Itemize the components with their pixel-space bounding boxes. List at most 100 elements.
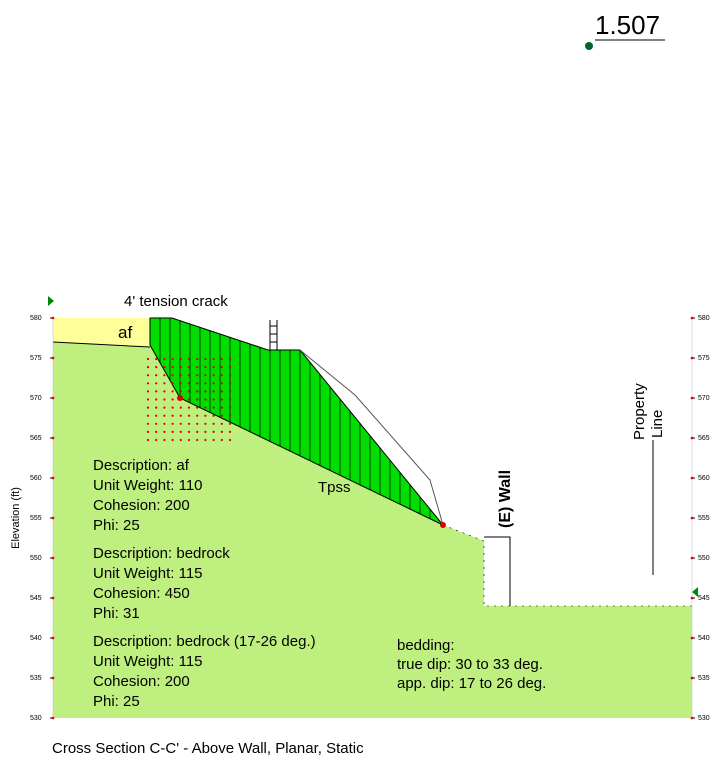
boundary-dot [51, 556, 55, 560]
info-text: Cohesion: 200 [93, 673, 190, 690]
boundary-dot [690, 596, 694, 600]
fill-layer [53, 318, 150, 347]
grid-dot [155, 406, 158, 409]
tick-label: 545 [698, 595, 710, 602]
boundary-dot [690, 636, 694, 640]
grid-dot [220, 382, 223, 385]
point [177, 395, 183, 401]
grid-dot [163, 438, 166, 442]
grid-dot [196, 422, 199, 425]
grid-dot [155, 430, 158, 433]
info-text: app. dip: 17 to 26 deg. [397, 675, 546, 692]
grid-dot [228, 366, 232, 369]
boundary-dot [51, 676, 55, 680]
grid-dot [171, 414, 174, 417]
tick-label: 580 [698, 315, 710, 322]
grid-dot [146, 430, 150, 433]
layer-boundary [52, 341, 151, 348]
tick-label: 545 [30, 595, 42, 602]
label: (E) Wall [497, 470, 514, 528]
info-text: Unit Weight: 115 [93, 653, 203, 670]
caption: Cross Section C-C' - Above Wall, Planar,… [52, 740, 364, 757]
grid-dot [196, 357, 199, 361]
grid-dot [196, 438, 199, 442]
grid-dot [228, 374, 232, 377]
grid-dot [220, 366, 223, 369]
boundary-dot [690, 556, 694, 560]
info-text: Description: af [93, 457, 190, 474]
boundary-dot [51, 316, 55, 320]
tick-label: 575 [30, 355, 42, 362]
wall [484, 536, 511, 606]
axis-label: Elevation (ft) [10, 487, 22, 549]
boundary-dot [51, 636, 55, 640]
boundary-dot [51, 516, 55, 520]
grid-dot [212, 406, 215, 409]
label: 4' tension crack [124, 293, 228, 310]
grid-dot [146, 422, 150, 425]
label: Line [649, 410, 666, 438]
grid-dot [204, 357, 207, 361]
grid-dot [220, 422, 223, 425]
trial-surface [299, 349, 444, 526]
grid-dot [146, 366, 150, 369]
grid-dot [228, 438, 232, 442]
boundary-dot [51, 436, 55, 440]
grid-dot [179, 382, 182, 385]
boundary-dot [690, 476, 694, 480]
boundary-dot [690, 676, 694, 680]
grid-dot [187, 414, 191, 417]
grid-dot [196, 430, 199, 433]
grid-dot [155, 414, 158, 417]
grid-dot [187, 398, 191, 401]
boundary-dot [690, 396, 694, 400]
grid-dot [220, 390, 223, 393]
marker [48, 296, 54, 306]
boundary-dot [51, 716, 55, 720]
grid-dot [163, 422, 166, 425]
grid-dot [204, 366, 207, 369]
tick-label: 555 [30, 515, 42, 522]
grid-dot [163, 390, 166, 393]
grid-dot [187, 357, 191, 361]
grid-dots [146, 357, 232, 442]
tick-label: 550 [698, 555, 710, 562]
info-text: Cohesion: 200 [93, 497, 190, 514]
grid-dot [146, 374, 150, 377]
grid-dot [155, 422, 158, 425]
info-text: true dip: 30 to 33 deg. [397, 656, 543, 673]
grid-dot [204, 398, 207, 401]
grid-dot [171, 366, 174, 369]
info-text: Description: bedrock [93, 545, 230, 562]
tick-label: 560 [30, 475, 42, 482]
grid-dot [196, 398, 199, 401]
grid-dot [171, 382, 174, 385]
grid-dot [163, 414, 166, 417]
grid-dot [163, 398, 166, 401]
tick-label: 565 [30, 435, 42, 442]
grid-dot [146, 414, 150, 417]
tick-label: 550 [30, 555, 42, 562]
grid-dot [212, 390, 215, 393]
grid-dot [204, 414, 207, 417]
boundary-dot [51, 596, 55, 600]
grid-dot [212, 398, 215, 401]
grid-dot [171, 374, 174, 377]
grid-dot [228, 382, 232, 385]
grid-dot [179, 422, 182, 425]
grid-dot [171, 438, 174, 442]
boundary-dot [690, 316, 694, 320]
label: Property [631, 383, 648, 440]
grid-dot [179, 357, 182, 361]
boundary-dot [690, 516, 694, 520]
grid-dot [179, 438, 182, 442]
grid-dot [228, 406, 232, 409]
grid-dot [204, 390, 207, 393]
grid-dot [187, 406, 191, 409]
grid-dot [187, 366, 191, 369]
info-text: Unit Weight: 115 [93, 565, 203, 582]
tick-label: 540 [698, 635, 710, 642]
grid-dot [204, 406, 207, 409]
boundary-dot [51, 476, 55, 480]
